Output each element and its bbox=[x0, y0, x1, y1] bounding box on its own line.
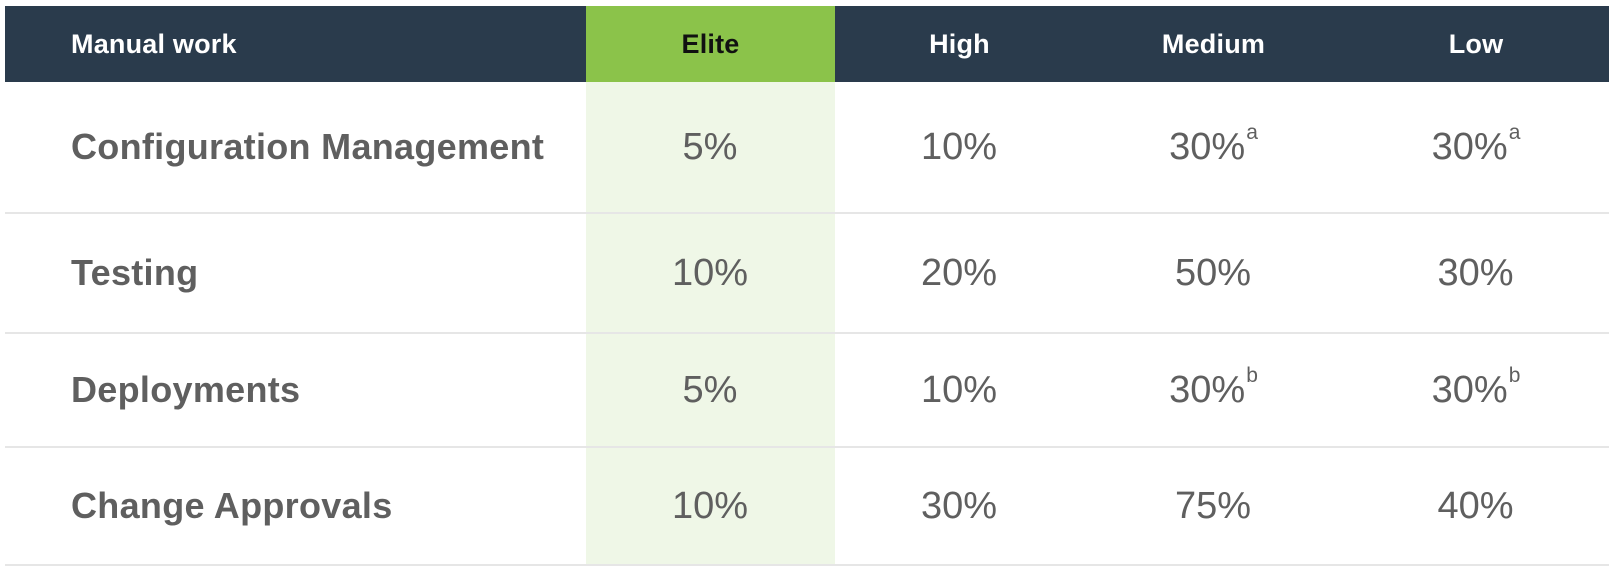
elite-value: 10% bbox=[671, 484, 749, 527]
medium-value: 30%b bbox=[1169, 363, 1258, 411]
footnote-marker: b bbox=[1508, 363, 1521, 387]
high-value: 10% bbox=[920, 125, 998, 168]
row-label: Change Approvals bbox=[71, 485, 393, 526]
table-row-deployments: Deployments 5% 10% 30%b 30%b bbox=[5, 334, 1609, 448]
medium-value: 50% bbox=[1174, 251, 1252, 294]
row-label: Testing bbox=[71, 252, 199, 293]
footnote-marker: a bbox=[1246, 120, 1258, 144]
medium-value: 75% bbox=[1174, 484, 1252, 527]
table-row-change-approvals: Change Approvals 10% 30% 75% 40% bbox=[5, 448, 1609, 566]
elite-value: 5% bbox=[682, 125, 738, 168]
low-value: 30%b bbox=[1431, 363, 1521, 411]
manual-work-table: Manual work Elite High Medium Low Config… bbox=[5, 6, 1609, 566]
header-elite: Elite bbox=[586, 6, 835, 82]
elite-value: 10% bbox=[671, 251, 749, 294]
elite-value: 5% bbox=[682, 368, 738, 411]
row-label: Configuration Management bbox=[71, 126, 545, 167]
header-manual-work: Manual work bbox=[71, 28, 237, 59]
high-value: 30% bbox=[920, 484, 998, 527]
footnote-marker: b bbox=[1246, 363, 1258, 387]
high-value: 20% bbox=[920, 251, 998, 294]
footnote-marker: a bbox=[1508, 120, 1521, 144]
table-row-configuration-management: Configuration Management 5% 10% 30%a 30%… bbox=[5, 82, 1609, 214]
header-medium: Medium bbox=[1161, 28, 1266, 59]
table-row-testing: Testing 10% 20% 50% 30% bbox=[5, 214, 1609, 334]
header-high: High bbox=[929, 28, 990, 59]
high-value: 10% bbox=[920, 368, 998, 411]
table-header-row: Manual work Elite High Medium Low bbox=[5, 6, 1609, 82]
low-value: 40% bbox=[1437, 484, 1514, 527]
medium-value: 30%a bbox=[1169, 120, 1258, 168]
header-low: Low bbox=[1448, 28, 1504, 59]
low-value: 30%a bbox=[1431, 120, 1521, 168]
row-label: Deployments bbox=[71, 369, 301, 410]
low-value: 30% bbox=[1437, 251, 1514, 294]
